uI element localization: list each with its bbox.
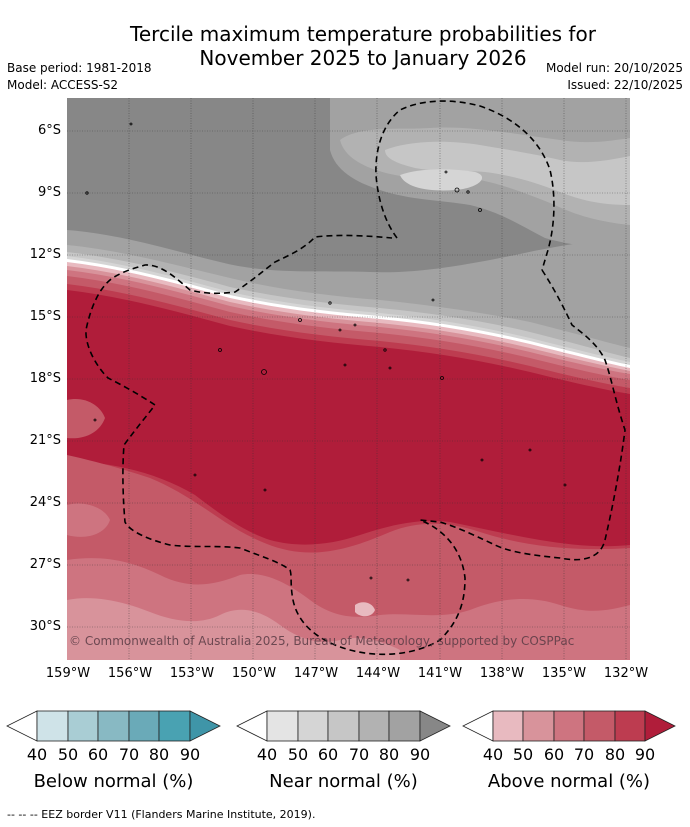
copyright-notice: © Commonwealth of Australia 2025, Bureau… bbox=[69, 634, 575, 648]
legend-above-arrow-low bbox=[462, 710, 494, 742]
model-run: Model run: 20/10/2025 bbox=[545, 61, 683, 75]
legend-above-tick-90: 90 bbox=[634, 745, 656, 764]
lat-label-27s: 27°S bbox=[29, 557, 61, 572]
legend-below-title: Below normal (%) bbox=[33, 771, 194, 792]
legend-above-swatch-50 bbox=[522, 710, 555, 742]
base-period: Base period: 1981-2018 bbox=[7, 61, 152, 75]
legend-near-swatch-70 bbox=[358, 710, 390, 742]
model-name: Model: ACCESS-S2 bbox=[7, 78, 119, 92]
legend-near-tick-40: 40 bbox=[256, 745, 278, 764]
legend-near-bar bbox=[236, 710, 451, 742]
legend-above-tick-40: 40 bbox=[482, 745, 504, 764]
above-70-patch-w bbox=[67, 399, 105, 439]
graticule bbox=[67, 98, 630, 660]
legend-near-swatch-60 bbox=[327, 710, 360, 742]
lon-label-132w: 132°W bbox=[603, 666, 649, 681]
legend-near-arrow-high bbox=[419, 710, 451, 742]
legend-near-tick-90: 90 bbox=[409, 745, 431, 764]
lat-label-15s: 15°S bbox=[29, 309, 61, 324]
lon-label-150w: 150°W bbox=[231, 666, 277, 681]
legend-below-arrow-high bbox=[189, 710, 221, 742]
lat-label-18s: 18°S bbox=[29, 371, 61, 386]
map-title-line2: November 2025 to January 2026 bbox=[199, 46, 527, 70]
legend-below-tick-90: 90 bbox=[179, 745, 201, 764]
lon-label-159w: 159°W bbox=[45, 666, 91, 681]
meta-left: Base period: 1981-2018 Model: ACCESS-S2 bbox=[7, 60, 152, 94]
legend-below-swatch-80 bbox=[158, 710, 191, 742]
legend-near-tick-80: 80 bbox=[378, 745, 400, 764]
legend-near-arrow-low bbox=[236, 710, 268, 742]
legend-above-swatch-60 bbox=[553, 710, 585, 742]
legend-below-tick-40: 40 bbox=[26, 745, 48, 764]
legend-near-tick-50: 50 bbox=[287, 745, 309, 764]
legend-above-tick-50: 50 bbox=[512, 745, 534, 764]
lon-label-147w: 147°W bbox=[293, 666, 339, 681]
map-title-line1: Tercile maximum temperature probabilitie… bbox=[130, 22, 596, 46]
lat-label-24s: 24°S bbox=[29, 495, 61, 510]
lon-label-144w: 144°W bbox=[355, 666, 401, 681]
legend-near-title: Near normal (%) bbox=[269, 771, 418, 792]
above-90-region bbox=[67, 290, 630, 547]
legend-below-bar bbox=[6, 710, 221, 742]
legend-below-tick-70: 70 bbox=[118, 745, 140, 764]
issued-date: Issued: 22/10/2025 bbox=[567, 78, 683, 92]
legend-near-tick-70: 70 bbox=[348, 745, 370, 764]
legend-svg bbox=[6, 710, 676, 742]
legend-below-swatch-40 bbox=[36, 710, 69, 742]
legend-below-swatch-60 bbox=[97, 710, 130, 742]
legend-below-swatch-50 bbox=[67, 710, 99, 742]
near-60-region bbox=[385, 141, 630, 205]
legend-near-swatch-50 bbox=[297, 710, 329, 742]
legend-above-tick-80: 80 bbox=[604, 745, 626, 764]
legend-below-arrow-low bbox=[6, 710, 38, 742]
lon-label-135w: 135°W bbox=[541, 666, 587, 681]
legend-near-swatch-80 bbox=[388, 710, 421, 742]
legend-above-title: Above normal (%) bbox=[487, 771, 651, 792]
near-50-region bbox=[400, 169, 483, 191]
eez-border-french-polynesia bbox=[85, 234, 626, 656]
above-40-patch bbox=[355, 602, 375, 617]
legend-above-tick-60: 60 bbox=[543, 745, 565, 764]
lon-label-141w: 141°W bbox=[417, 666, 463, 681]
lon-label-156w: 156°W bbox=[107, 666, 153, 681]
above-50-south bbox=[67, 598, 400, 660]
legend-below-tick-80: 80 bbox=[148, 745, 170, 764]
legend-above-arrow-high bbox=[644, 710, 676, 742]
legend-above-swatch-80 bbox=[614, 710, 646, 742]
probability-field bbox=[67, 98, 630, 660]
legend-above-bar bbox=[462, 710, 676, 742]
meta-right: Model run: 20/10/2025 Issued: 22/10/2025 bbox=[546, 60, 683, 94]
islands bbox=[85, 122, 567, 582]
legend-near-tick-60: 60 bbox=[317, 745, 339, 764]
legend-near-swatch-40 bbox=[266, 710, 299, 742]
eez-borders bbox=[85, 100, 626, 656]
lat-label-12s: 12°S bbox=[29, 247, 61, 262]
eez-border-marquesas bbox=[375, 100, 555, 271]
above-60-patch-sw bbox=[67, 503, 110, 537]
legend-below-tick-60: 60 bbox=[87, 745, 109, 764]
lon-label-138w: 138°W bbox=[479, 666, 525, 681]
legend-above-tick-70: 70 bbox=[573, 745, 595, 764]
lat-label-6s: 6°S bbox=[37, 123, 61, 138]
legend-above-swatch-40 bbox=[492, 710, 524, 742]
eez-footer-note: -- -- -- EEZ border V11 (Flanders Marine… bbox=[7, 808, 316, 821]
legend-above-swatch-70 bbox=[583, 710, 616, 742]
lat-label-21s: 21°S bbox=[29, 433, 61, 448]
legend-below-swatch-70 bbox=[128, 710, 160, 742]
lat-label-9s: 9°S bbox=[37, 185, 61, 200]
lon-label-153w: 153°W bbox=[169, 666, 215, 681]
map-title: Tercile maximum temperature probabilitie… bbox=[0, 22, 690, 70]
legend-below-tick-50: 50 bbox=[57, 745, 79, 764]
lat-label-30s: 30°S bbox=[29, 619, 61, 634]
